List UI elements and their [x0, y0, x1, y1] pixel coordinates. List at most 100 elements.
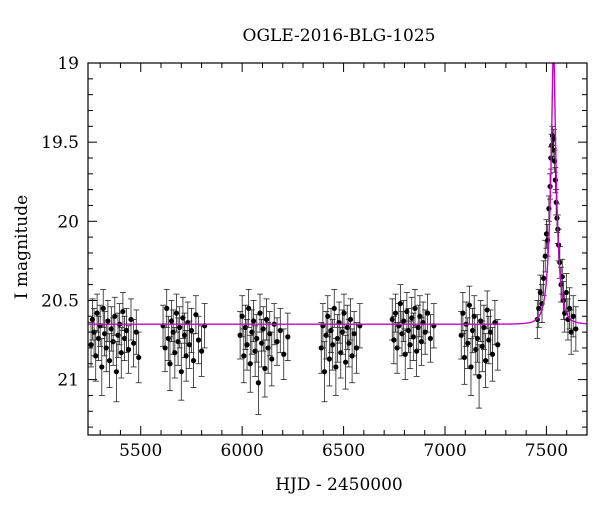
- data-point: [239, 313, 245, 319]
- data-point: [482, 358, 489, 364]
- data-point: [461, 354, 468, 361]
- data-point: [353, 345, 360, 351]
- data-point: [198, 348, 205, 354]
- data-point: [466, 302, 472, 308]
- data-point: [331, 305, 337, 311]
- data-point: [343, 359, 349, 365]
- data-point: [552, 177, 558, 183]
- data-point: [247, 361, 253, 367]
- data-point: [468, 364, 474, 370]
- data-point: [570, 313, 576, 319]
- x-tick-label: 6500: [322, 441, 365, 461]
- data-point: [93, 353, 99, 359]
- data-point: [412, 305, 418, 311]
- plot-area: [88, 63, 587, 435]
- data-point: [88, 342, 94, 348]
- chart-title: OGLE-2016-BLG-1025: [243, 26, 436, 46]
- data-point: [484, 307, 490, 313]
- data-point: [543, 231, 550, 237]
- data-point: [183, 353, 189, 359]
- data-point: [108, 326, 114, 332]
- data-point: [489, 351, 496, 357]
- data-point: [347, 316, 354, 323]
- x-tick-label: 6000: [221, 441, 264, 461]
- data-point: [250, 318, 257, 324]
- data-point: [188, 327, 195, 334]
- data-point: [257, 310, 263, 316]
- data-point: [103, 345, 109, 351]
- data-point: [410, 334, 416, 340]
- data-point: [263, 316, 270, 323]
- data-point: [262, 365, 268, 372]
- data-point: [121, 335, 128, 342]
- data-point: [178, 369, 184, 375]
- data-point: [274, 339, 280, 345]
- y-axis-label: I magnitude: [12, 195, 32, 299]
- data-point: [190, 358, 197, 364]
- data-point: [487, 329, 494, 335]
- data-point: [474, 335, 481, 342]
- data-point: [341, 310, 347, 316]
- data-point: [568, 329, 574, 335]
- data-point: [333, 364, 339, 370]
- data-point: [346, 340, 352, 346]
- data-point: [351, 331, 357, 337]
- data-point: [99, 364, 105, 370]
- data-point: [391, 337, 397, 343]
- data-point: [281, 351, 287, 357]
- data-point: [460, 310, 466, 316]
- data-point: [125, 346, 132, 353]
- data-point: [131, 340, 137, 346]
- plot-frame: [87, 62, 588, 436]
- data-point: [397, 301, 403, 307]
- data-point: [94, 310, 100, 316]
- data-point: [112, 313, 118, 319]
- data-point: [195, 337, 202, 343]
- data-point: [325, 313, 331, 319]
- data-point: [110, 339, 116, 345]
- data-point: [244, 342, 250, 348]
- x-tick-label: 7000: [423, 441, 466, 461]
- y-tick-label: 20.5: [41, 291, 79, 311]
- data-point: [407, 342, 413, 348]
- data-point: [401, 318, 407, 324]
- data-point: [254, 335, 260, 342]
- data-point: [285, 334, 291, 340]
- data-point: [118, 350, 124, 356]
- data-point: [105, 318, 111, 324]
- data-point: [427, 335, 434, 342]
- data-point: [326, 356, 332, 362]
- data-point: [260, 326, 266, 332]
- data-point: [563, 289, 569, 296]
- data-point: [172, 350, 178, 356]
- x-tick-label: 7500: [525, 441, 568, 461]
- data-point: [465, 340, 471, 346]
- data-point: [173, 310, 180, 316]
- y-tick-label: 21: [57, 371, 79, 391]
- data-point: [136, 354, 142, 361]
- y-tick-label: 19: [57, 54, 79, 74]
- data-point: [123, 327, 130, 334]
- x-tick-label: 5500: [119, 441, 162, 461]
- data-point: [186, 342, 193, 348]
- model-curve: [88, 63, 587, 325]
- data-point: [495, 342, 501, 348]
- x-axis-label: HJD - 2450000: [275, 475, 403, 495]
- data-point: [164, 305, 170, 311]
- data-point: [100, 305, 106, 311]
- data-point: [177, 324, 183, 330]
- y-tick-label: 20: [57, 212, 79, 232]
- y-tick-label: 19.5: [41, 133, 79, 153]
- data-point: [540, 275, 547, 281]
- data-point: [167, 361, 173, 367]
- data-point: [113, 369, 119, 375]
- data-point: [162, 345, 168, 351]
- data-point: [255, 380, 261, 386]
- data-point: [476, 373, 482, 380]
- data-point: [321, 369, 328, 375]
- data-point: [330, 342, 336, 348]
- data-point: [106, 358, 113, 364]
- data-point: [573, 326, 579, 332]
- data-point: [120, 308, 126, 315]
